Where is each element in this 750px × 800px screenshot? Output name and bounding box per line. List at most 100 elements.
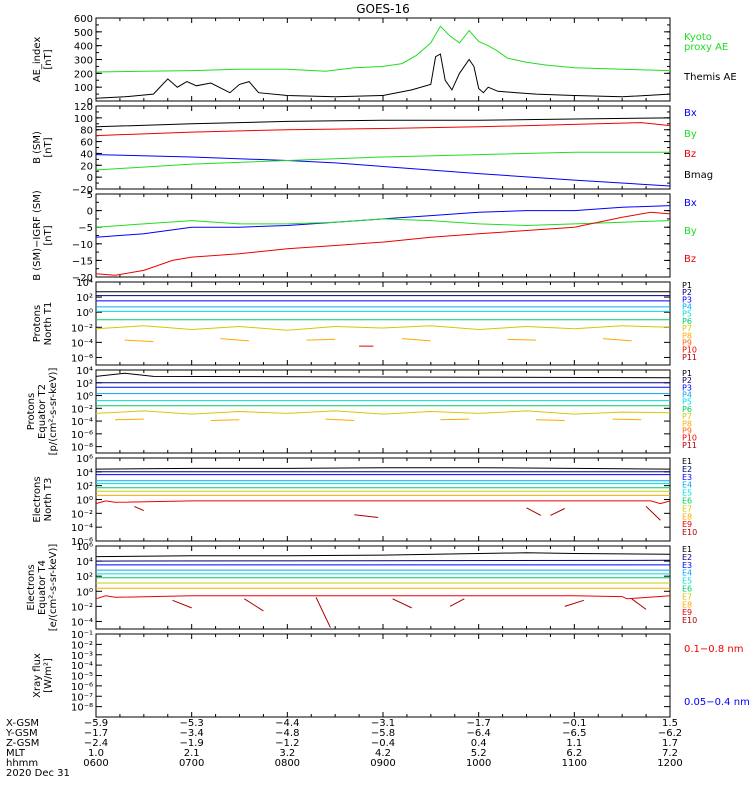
y-tick-label: 10² bbox=[76, 482, 93, 493]
x-axis-value: 1.1 bbox=[566, 738, 582, 749]
x-axis-value: −3.4 bbox=[180, 728, 204, 739]
series-e1-line bbox=[95, 552, 671, 558]
series-e9-line bbox=[95, 500, 671, 505]
x-axis-row-label: X-GSM bbox=[6, 718, 39, 729]
y-axis-label: Electrons bbox=[32, 476, 43, 522]
x-axis-value: 0.4 bbox=[471, 738, 487, 749]
x-axis-row-label: Z-GSM bbox=[6, 738, 39, 749]
y-tick-label: 10⁴ bbox=[76, 557, 93, 568]
series-by-line bbox=[95, 218, 671, 228]
y-tick-label: 20 bbox=[80, 161, 93, 172]
y-axis-label: Xray flux bbox=[32, 653, 43, 698]
y-axis-label: [nT] bbox=[43, 225, 54, 245]
legend-entry: Bx bbox=[684, 198, 697, 209]
legend-entry: proxy AE bbox=[684, 42, 728, 53]
series-bz-line bbox=[95, 122, 671, 137]
y-axis-label: [nT] bbox=[43, 137, 54, 157]
legend-entry: E1 bbox=[682, 457, 692, 466]
series-bz-line bbox=[95, 211, 671, 276]
x-axis-row-label: MLT bbox=[6, 748, 26, 759]
x-axis-value: −1.7 bbox=[84, 728, 108, 739]
series-e10-segment bbox=[550, 508, 565, 516]
y-tick-label: 400 bbox=[74, 42, 93, 53]
series-p8-segment bbox=[612, 418, 642, 421]
series-bmag-line bbox=[95, 117, 671, 128]
x-axis-value: −4.4 bbox=[275, 718, 299, 729]
legend-entry: 0.05−0.4 nm bbox=[684, 697, 750, 708]
legend-entry: E6 bbox=[682, 585, 692, 594]
x-axis-value: 4.2 bbox=[375, 748, 391, 759]
series-p8-segment bbox=[220, 338, 250, 342]
x-axis-value: 0700 bbox=[179, 758, 204, 769]
y-axis-label: Equator T4 bbox=[37, 560, 48, 615]
legend-entry: E5 bbox=[682, 577, 692, 586]
y-tick-label: 10⁻⁶ bbox=[71, 353, 93, 364]
legend-entry: E3 bbox=[682, 473, 692, 482]
legend-entry: Bz bbox=[684, 149, 696, 160]
y-tick-label: 10⁻⁵ bbox=[71, 672, 93, 683]
y-tick-label: 10² bbox=[76, 379, 93, 390]
legend-entry: P6 bbox=[682, 405, 692, 414]
series-p7-line bbox=[95, 410, 671, 415]
y-tick-label: 80 bbox=[80, 126, 93, 137]
series-e10-segment bbox=[526, 507, 542, 516]
legend-entry: P9 bbox=[682, 426, 692, 435]
y-tick-label: 10⁻⁴ bbox=[71, 338, 93, 349]
legend-entry: E8 bbox=[682, 600, 692, 609]
x-axis-value: 1.5 bbox=[662, 718, 678, 729]
legend-entry: E9 bbox=[682, 608, 692, 617]
plot-title: GOES-16 bbox=[356, 2, 410, 16]
legend-entry: E7 bbox=[682, 504, 692, 513]
y-tick-label: 10⁰ bbox=[76, 496, 93, 507]
x-axis-value: −4.8 bbox=[275, 728, 299, 739]
y-tick-label: 10⁻⁶ bbox=[71, 537, 93, 548]
legend-entry: P7 bbox=[682, 324, 692, 333]
x-axis-value: 2.1 bbox=[184, 748, 200, 759]
y-tick-label: −15 bbox=[72, 256, 93, 267]
legend-entry: P1 bbox=[682, 369, 692, 378]
y-axis-label: [p/(cm²-s-sr-keV)] bbox=[48, 368, 59, 456]
y-tick-label: 10⁻⁴ bbox=[71, 617, 93, 628]
legend-entry: P2 bbox=[682, 288, 692, 297]
x-axis-value: −5.3 bbox=[180, 718, 204, 729]
y-tick-label: 10⁴ bbox=[76, 278, 93, 289]
y-tick-label: 120 bbox=[74, 102, 93, 113]
legend-entry: P1 bbox=[682, 281, 692, 290]
legend-entry: E4 bbox=[682, 569, 692, 578]
panel-electrons_n: 10⁻⁶ 10⁻⁴ 10⁻² 10⁰ 10² 10⁴ 10⁶ Electrons North T… bbox=[32, 454, 697, 548]
series-p8-segment bbox=[440, 418, 470, 421]
x-axis-value: −1.2 bbox=[275, 738, 299, 749]
legend-entry: E2 bbox=[682, 553, 692, 562]
date-label: 2020 Dec 31 bbox=[6, 768, 70, 779]
series-p7-line bbox=[95, 325, 671, 331]
legend-entry: Themis AE bbox=[683, 72, 737, 83]
y-tick-label: 300 bbox=[74, 56, 93, 67]
panel-xray: 10⁻⁸10⁻⁷10⁻⁶10⁻⁵10⁻⁴10⁻³10⁻²10⁻¹ Xray flu… bbox=[32, 630, 750, 718]
y-axis-label: North T3 bbox=[43, 478, 54, 522]
series-e10-segment bbox=[134, 505, 145, 512]
x-axis-row-label: Y-GSM bbox=[5, 728, 38, 739]
legend-entry: P5 bbox=[682, 398, 692, 407]
x-axis-value: 0900 bbox=[370, 758, 395, 769]
legend-entry: By bbox=[684, 226, 697, 237]
series-e9-line bbox=[95, 595, 671, 600]
panel-frame bbox=[95, 193, 671, 278]
y-tick-label: 10⁻⁸ bbox=[71, 703, 93, 714]
y-axis-label: [nT] bbox=[43, 49, 54, 69]
panel-frame bbox=[95, 545, 671, 630]
series-p8-segment bbox=[124, 339, 154, 343]
y-tick-label: 10⁻⁶ bbox=[71, 682, 93, 693]
series-p8-segment bbox=[306, 338, 336, 341]
panel-electrons_e: 10⁻⁴ 10⁻² 10⁰ 10² 10⁴ 10⁶ Electrons Equator T4[… bbox=[26, 542, 697, 631]
y-tick-label: 5 bbox=[87, 190, 93, 201]
y-tick-label: 10⁻⁴ bbox=[71, 523, 93, 534]
x-axis-value: 7.2 bbox=[662, 748, 678, 759]
panel-frame bbox=[95, 633, 671, 718]
legend-entry: E9 bbox=[682, 520, 692, 529]
series-e10-segment bbox=[172, 599, 192, 609]
y-tick-label: 60 bbox=[80, 138, 93, 149]
y-tick-label: 200 bbox=[74, 69, 93, 80]
x-axis-value: −2.4 bbox=[84, 738, 108, 749]
